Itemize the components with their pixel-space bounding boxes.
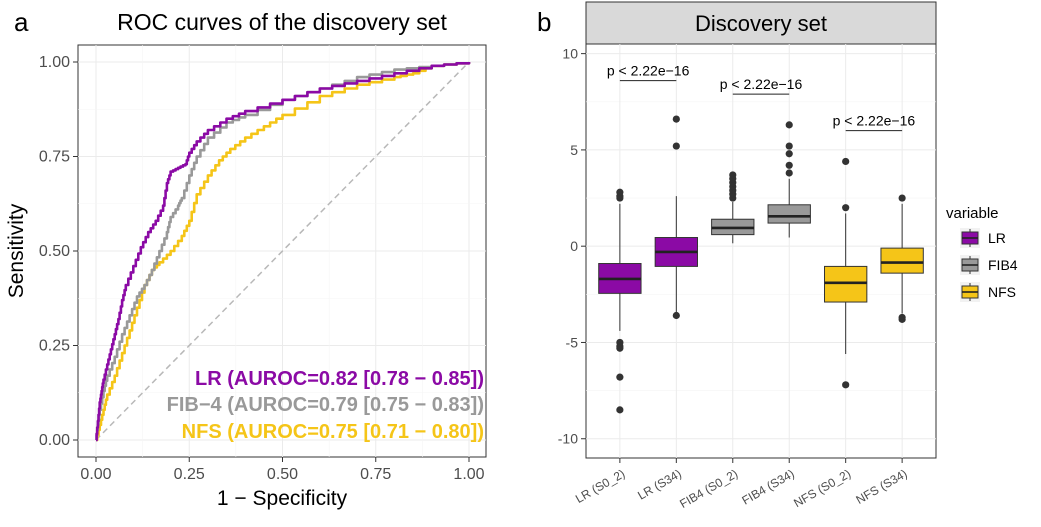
box-y-tick-label: 5 xyxy=(570,142,578,158)
box-outlier xyxy=(672,142,680,150)
legend-key-nfs xyxy=(960,282,980,302)
roc-auroc-label-lr: LR (AUROC=0.82 [0.78 − 0.85]) xyxy=(195,368,484,390)
legend-key-lr xyxy=(960,228,980,248)
box-chart: Discovery set p < 2.22e−16p < 2.22e−16p … xyxy=(558,1,1018,511)
box-outlier xyxy=(842,204,850,212)
legend-title: variable xyxy=(946,205,999,222)
box-outlier xyxy=(785,161,793,169)
roc-y-tick-label: 0.25 xyxy=(39,338,70,355)
box-y-tick-label: 10 xyxy=(562,46,578,62)
comparison-p-value: p < 2.22e−16 xyxy=(720,76,803,92)
box-outlier xyxy=(785,142,793,150)
box-x-ticks: LR (S0_2) LR (S34)FIB4 (S0_2) FIB4 (S34)NF… xyxy=(573,458,910,511)
roc-y-axis-label: Sensitivity xyxy=(5,203,28,298)
box-outlier xyxy=(616,373,624,381)
box-iqr xyxy=(880,247,924,274)
box-outlier xyxy=(616,188,624,196)
box-y-ticks: -10 -5 0 5 10 xyxy=(558,46,586,447)
box-3 xyxy=(767,121,811,238)
roc-auroc-labels: LR (AUROC=0.82 [0.78 − 0.85]) FIB−4 (AURO… xyxy=(167,368,484,443)
box-outlier xyxy=(616,344,624,352)
box-y-tick-label: -10 xyxy=(558,431,578,447)
box-outlier xyxy=(729,171,737,179)
legend-label-fib4: FIB4 xyxy=(988,257,1018,273)
roc-title: ROC curves of the discovery set xyxy=(117,9,447,35)
box-outlier xyxy=(672,311,680,320)
box-comparisons: p < 2.22e−16 p < 2.22e−16 p < 2.22e−16 xyxy=(607,63,916,132)
roc-grid xyxy=(78,45,486,457)
box-1 xyxy=(654,115,698,320)
roc-x-tick-label: 1.00 xyxy=(453,466,484,483)
box-iqr xyxy=(767,204,811,224)
box-outlier xyxy=(616,406,624,414)
box-outlier xyxy=(672,115,680,123)
box-x-tick-label: NFS (S0_2) xyxy=(791,466,853,510)
legend: variable LR FIB4 NFS xyxy=(946,205,1018,302)
box-outlier xyxy=(842,381,850,389)
roc-x-tick-label: 0.00 xyxy=(80,466,111,483)
facet-strip xyxy=(585,1,937,45)
box-x-tick-label: FIB4 (S0_2) xyxy=(677,466,740,510)
comparison-p-value: p < 2.22e−16 xyxy=(607,63,690,79)
box-0 xyxy=(598,188,642,414)
box-x-tick-label: LR (S0_2) xyxy=(573,466,627,505)
roc-auroc-label-fib-4: FIB−4 (AUROC=0.79 [0.75 − 0.83]) xyxy=(167,394,484,416)
box-4 xyxy=(824,157,868,389)
box-grid xyxy=(586,44,936,458)
roc-line-lr xyxy=(95,62,471,442)
legend-key-fib4 xyxy=(960,255,980,275)
panel-label-a: a xyxy=(14,7,29,37)
roc-lines xyxy=(95,62,471,442)
legend-label-lr: LR xyxy=(988,230,1006,246)
roc-y-ticks: 0.00 0.25 0.50 0.75 1.00 xyxy=(39,54,78,449)
box-outlier xyxy=(785,121,793,129)
box-plot-area xyxy=(585,43,937,459)
legend-label-nfs: NFS xyxy=(988,284,1016,300)
box-outlier xyxy=(785,150,793,158)
box-5 xyxy=(880,194,924,323)
box-x-tick-label: FIB4 (S34) xyxy=(739,466,796,507)
roc-x-tick-label: 0.25 xyxy=(174,466,205,483)
roc-x-tick-label: 0.50 xyxy=(267,466,298,483)
box-2 xyxy=(711,171,755,244)
roc-x-tick-label: 0.75 xyxy=(360,466,391,483)
box-outlier xyxy=(898,315,906,323)
roc-chart: ROC curves of the discovery set 0.00 0.25… xyxy=(5,9,487,510)
box-y-tick-label: 0 xyxy=(570,238,578,254)
box-x-tick-label: NFS (S34) xyxy=(854,466,910,506)
roc-y-tick-label: 0.50 xyxy=(39,243,70,260)
roc-x-ticks: 0.00 0.25 0.50 0.75 1.00 xyxy=(80,457,485,483)
box-items xyxy=(598,115,924,414)
roc-x-axis-label: 1 − Specificity xyxy=(217,487,348,510)
box-outlier xyxy=(898,194,906,202)
box-outlier xyxy=(842,157,850,166)
roc-y-tick-label: 0.75 xyxy=(39,149,70,166)
panel-label-b: b xyxy=(537,7,551,37)
box-y-tick-label: -5 xyxy=(566,334,579,350)
roc-y-tick-label: 1.00 xyxy=(39,54,70,71)
roc-line-nfs xyxy=(95,62,471,442)
roc-y-tick-label: 0.00 xyxy=(39,432,70,449)
roc-auroc-label-nfs: NFS (AUROC=0.75 [0.71 − 0.80]) xyxy=(182,421,484,443)
box-outlier xyxy=(785,169,793,177)
roc-reference-diagonal xyxy=(95,61,470,441)
box-x-tick-label: LR (S34) xyxy=(635,466,684,502)
facet-strip-title: Discovery set xyxy=(695,11,827,36)
box-iqr xyxy=(824,265,868,303)
comparison-p-value: p < 2.22e−16 xyxy=(833,113,916,129)
